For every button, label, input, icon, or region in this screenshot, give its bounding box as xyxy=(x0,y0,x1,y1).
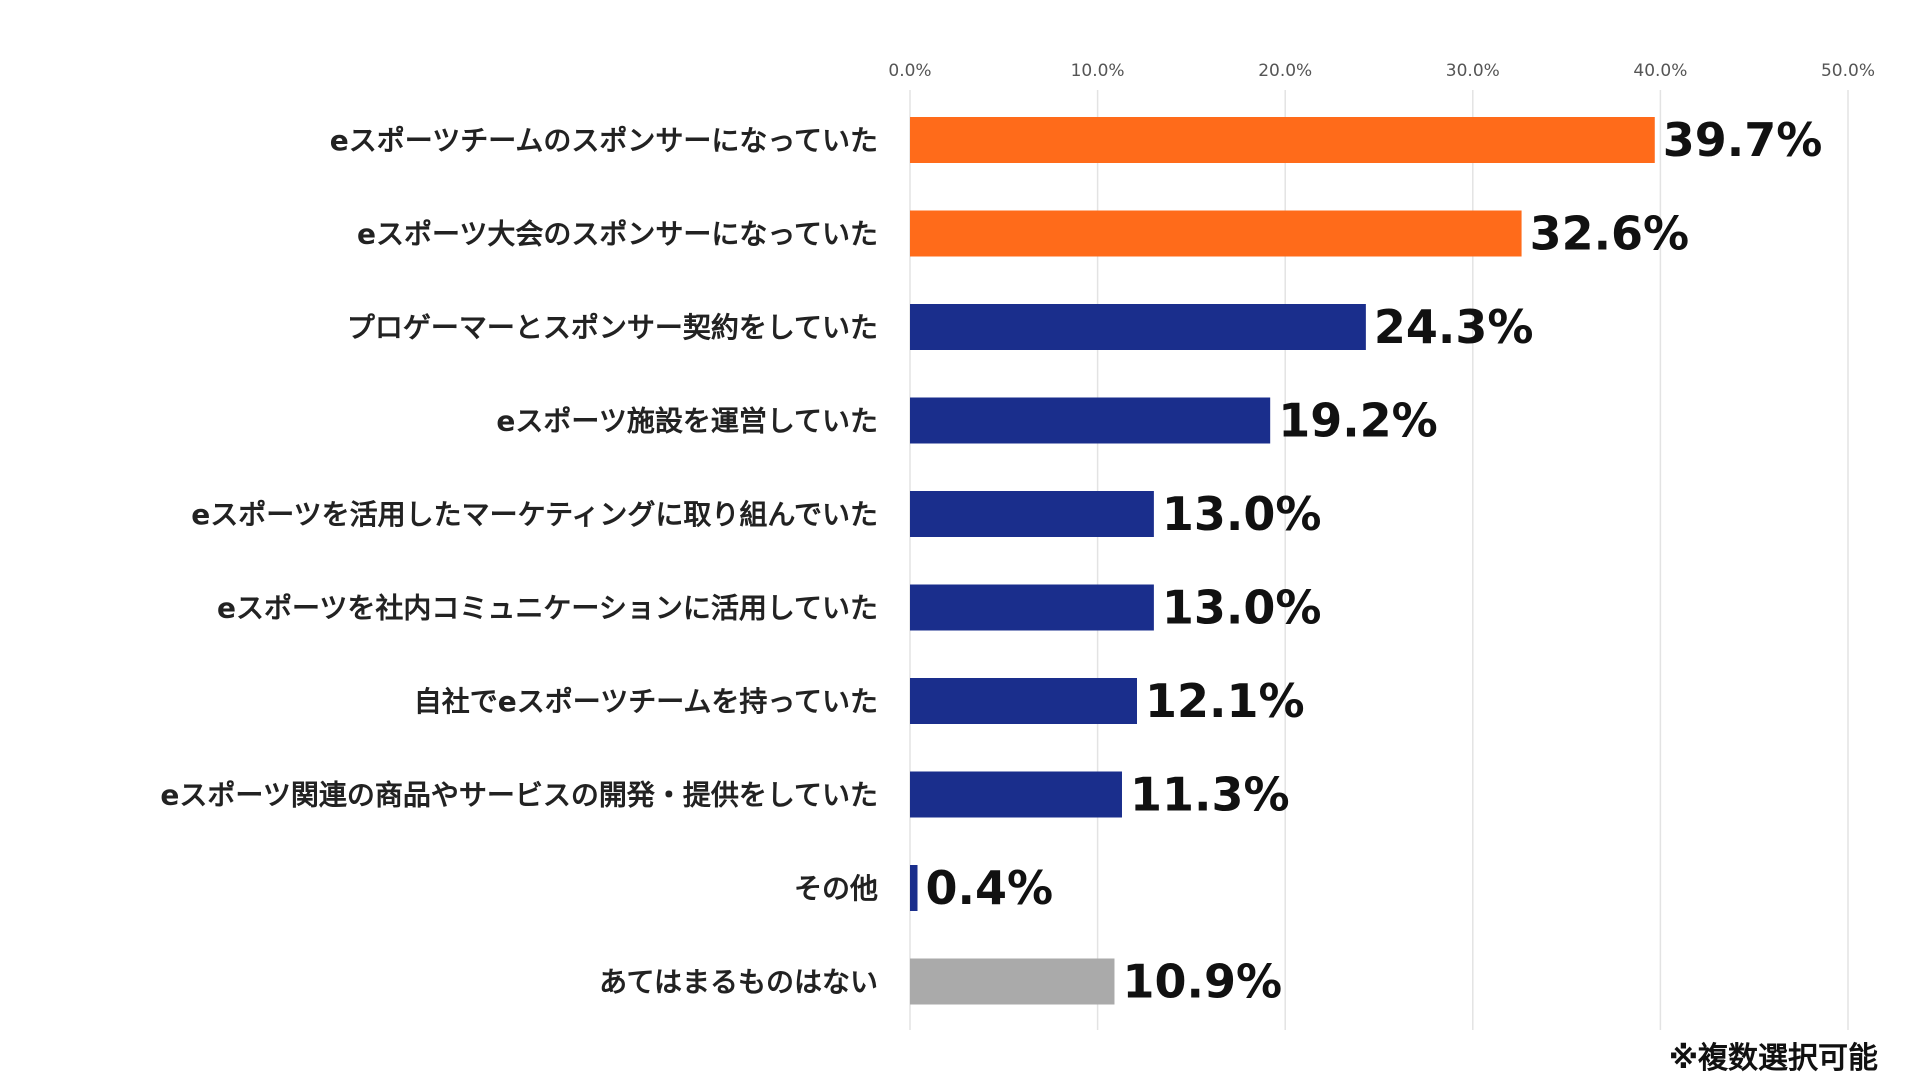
x-tick-label: 50.0% xyxy=(1821,61,1875,81)
bar xyxy=(910,771,1122,818)
bar xyxy=(910,584,1154,631)
value-label: 10.9% xyxy=(1122,955,1282,1009)
value-label: 0.4% xyxy=(926,861,1054,915)
value-label: 13.0% xyxy=(1162,487,1322,541)
value-label: 12.1% xyxy=(1145,674,1305,728)
value-label: 19.2% xyxy=(1278,394,1438,448)
value-label: 39.7% xyxy=(1663,113,1823,167)
category-label: eスポーツ施設を運営していた xyxy=(496,405,878,438)
value-label: 11.3% xyxy=(1130,768,1290,822)
bar xyxy=(910,958,1115,1005)
bar xyxy=(910,304,1366,350)
category-label: eスポーツチームのスポンサーになっていた xyxy=(330,124,878,157)
x-axis-ticks: 0.0% 10.0% 20.0% 30.0% 40.0% 50.0% xyxy=(888,61,1875,81)
bar xyxy=(910,865,918,911)
bars xyxy=(910,117,1655,1005)
x-tick-label: 0.0% xyxy=(888,61,931,81)
category-label: プロゲーマーとスポンサー契約をしていた xyxy=(347,311,878,344)
bar xyxy=(910,117,1655,163)
x-tick-label: 30.0% xyxy=(1446,61,1500,81)
category-label: eスポーツ大会のスポンサーになっていた xyxy=(357,218,878,251)
bar xyxy=(910,210,1522,257)
category-label: 自社でeスポーツチームを持っていた xyxy=(414,685,878,718)
value-labels: 39.7% 32.6% 24.3% 19.2% 13.0% 13.0% 12.1% 11.3%… xyxy=(926,113,1823,1009)
value-label: 13.0% xyxy=(1162,581,1322,635)
category-label: eスポーツを活用したマーケティングに取り組んでいた xyxy=(191,498,878,531)
bar xyxy=(910,397,1271,444)
category-label: eスポーツを社内コミュニケーションに活用していた xyxy=(217,592,878,625)
value-label: 32.6% xyxy=(1530,207,1690,261)
x-tick-label: 20.0% xyxy=(1258,61,1312,81)
x-tick-label: 10.0% xyxy=(1071,61,1125,81)
category-label: その他 xyxy=(794,872,878,905)
category-label: eスポーツ関連の商品やサービスの開発・提供をしていた xyxy=(160,779,878,812)
value-label: 24.3% xyxy=(1374,300,1534,354)
category-label: あてはまるものはない xyxy=(599,966,878,999)
category-labels: eスポーツチームのスポンサーになっていた eスポーツ大会のスポンサーになっていたプ… xyxy=(160,124,878,999)
x-tick-label: 40.0% xyxy=(1633,61,1687,81)
footnote: ※複数選択可能 xyxy=(1669,1041,1878,1076)
bar xyxy=(910,491,1154,537)
bar xyxy=(910,678,1137,724)
